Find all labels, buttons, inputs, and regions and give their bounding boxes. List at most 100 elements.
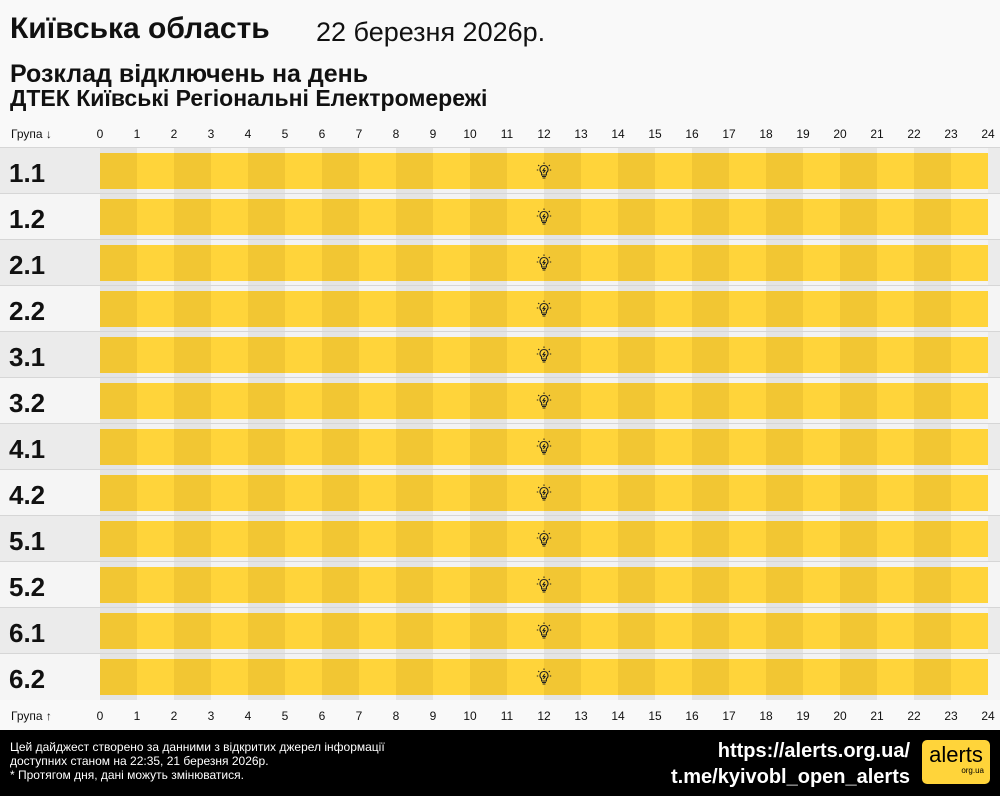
power-on-bar bbox=[544, 521, 581, 557]
power-on-bar bbox=[100, 475, 137, 511]
hour-cell bbox=[877, 286, 914, 332]
power-on-bar bbox=[729, 383, 766, 419]
hour-cell bbox=[877, 608, 914, 654]
hour-cell bbox=[211, 608, 248, 654]
hour-cell bbox=[618, 148, 655, 194]
power-on-bar bbox=[803, 659, 840, 695]
power-on-bar bbox=[433, 567, 470, 603]
power-on-bar bbox=[877, 429, 914, 465]
power-on-bar bbox=[470, 659, 507, 695]
hour-tick: 7 bbox=[355, 127, 363, 141]
group-row: 6.2 bbox=[0, 653, 1000, 700]
hour-tick: 9 bbox=[429, 709, 437, 723]
power-on-bar bbox=[248, 291, 285, 327]
power-on-bar bbox=[692, 199, 729, 235]
lightbulb-icon bbox=[536, 622, 552, 640]
hour-cell bbox=[618, 562, 655, 608]
power-on-bar bbox=[359, 245, 396, 281]
row-end bbox=[988, 654, 1000, 700]
power-on-bar bbox=[211, 613, 248, 649]
hour-tick: 2 bbox=[170, 709, 178, 723]
power-on-bar bbox=[174, 199, 211, 235]
hour-cell bbox=[729, 470, 766, 516]
hour-cell bbox=[137, 240, 174, 286]
power-on-bar bbox=[618, 199, 655, 235]
power-on-bar bbox=[692, 383, 729, 419]
row-end bbox=[988, 332, 1000, 378]
power-on-bar bbox=[137, 383, 174, 419]
power-on-bar bbox=[100, 245, 137, 281]
group-row: 3.1 bbox=[0, 331, 1000, 378]
power-on-bar bbox=[581, 659, 618, 695]
hour-tick: 6 bbox=[318, 127, 326, 141]
hour-cell bbox=[618, 332, 655, 378]
power-on-bar bbox=[618, 383, 655, 419]
power-on-bar bbox=[137, 521, 174, 557]
hour-cells bbox=[100, 240, 988, 286]
power-on-bar bbox=[692, 659, 729, 695]
group-row: 2.1 bbox=[0, 239, 1000, 286]
hour-tick: 18 bbox=[759, 709, 773, 723]
power-on-bar bbox=[729, 613, 766, 649]
power-on-bar bbox=[433, 613, 470, 649]
power-on-bar bbox=[174, 659, 211, 695]
hour-cell bbox=[433, 608, 470, 654]
power-on-bar bbox=[544, 153, 581, 189]
power-on-bar bbox=[692, 153, 729, 189]
power-on-bar bbox=[877, 337, 914, 373]
power-on-bar bbox=[396, 613, 433, 649]
power-on-bar bbox=[248, 567, 285, 603]
hour-tick: 6 bbox=[318, 709, 326, 723]
power-on-bar bbox=[951, 475, 988, 511]
power-on-bar bbox=[692, 245, 729, 281]
row-end bbox=[988, 378, 1000, 424]
hour-cell bbox=[544, 470, 581, 516]
hour-cell bbox=[729, 378, 766, 424]
power-on-bar bbox=[655, 199, 692, 235]
hour-cell bbox=[470, 194, 507, 240]
power-on-bar bbox=[396, 475, 433, 511]
power-on-bar bbox=[248, 521, 285, 557]
power-on-bar bbox=[766, 383, 803, 419]
hour-cell bbox=[655, 608, 692, 654]
hour-cell bbox=[877, 378, 914, 424]
group-name: 4.2 bbox=[0, 470, 100, 516]
power-on-bar bbox=[396, 153, 433, 189]
hour-cell bbox=[729, 516, 766, 562]
hour-cell bbox=[840, 654, 877, 700]
power-on-bar bbox=[840, 291, 877, 327]
hour-tick: 7 bbox=[355, 709, 363, 723]
power-on-bar bbox=[951, 383, 988, 419]
hour-cell bbox=[581, 148, 618, 194]
hour-cell bbox=[951, 194, 988, 240]
power-on-bar bbox=[655, 337, 692, 373]
power-on-bar bbox=[285, 383, 322, 419]
hour-cell bbox=[396, 654, 433, 700]
power-on-bar bbox=[322, 521, 359, 557]
power-on-bar bbox=[322, 383, 359, 419]
hour-tick: 15 bbox=[648, 709, 662, 723]
hour-cell bbox=[729, 562, 766, 608]
power-on-bar bbox=[729, 153, 766, 189]
power-on-bar bbox=[507, 199, 544, 235]
power-on-bar bbox=[544, 659, 581, 695]
telegram-link[interactable]: t.me/kyivobl_open_alerts bbox=[671, 766, 910, 788]
power-on-bar bbox=[914, 475, 951, 511]
hour-cell bbox=[433, 194, 470, 240]
power-on-bar bbox=[840, 337, 877, 373]
hour-cell bbox=[359, 378, 396, 424]
power-on-bar bbox=[544, 291, 581, 327]
hour-cell bbox=[211, 378, 248, 424]
power-on-bar bbox=[211, 245, 248, 281]
power-on-bar bbox=[322, 153, 359, 189]
hour-tick: 5 bbox=[281, 127, 289, 141]
hour-cell bbox=[581, 194, 618, 240]
website-link[interactable]: https://alerts.org.ua/ bbox=[717, 740, 910, 762]
hour-cell bbox=[359, 654, 396, 700]
power-on-bar bbox=[655, 475, 692, 511]
hour-cell bbox=[100, 424, 137, 470]
power-on-bar bbox=[322, 613, 359, 649]
hour-cell bbox=[174, 562, 211, 608]
hour-cell bbox=[211, 424, 248, 470]
power-on-bar bbox=[470, 429, 507, 465]
